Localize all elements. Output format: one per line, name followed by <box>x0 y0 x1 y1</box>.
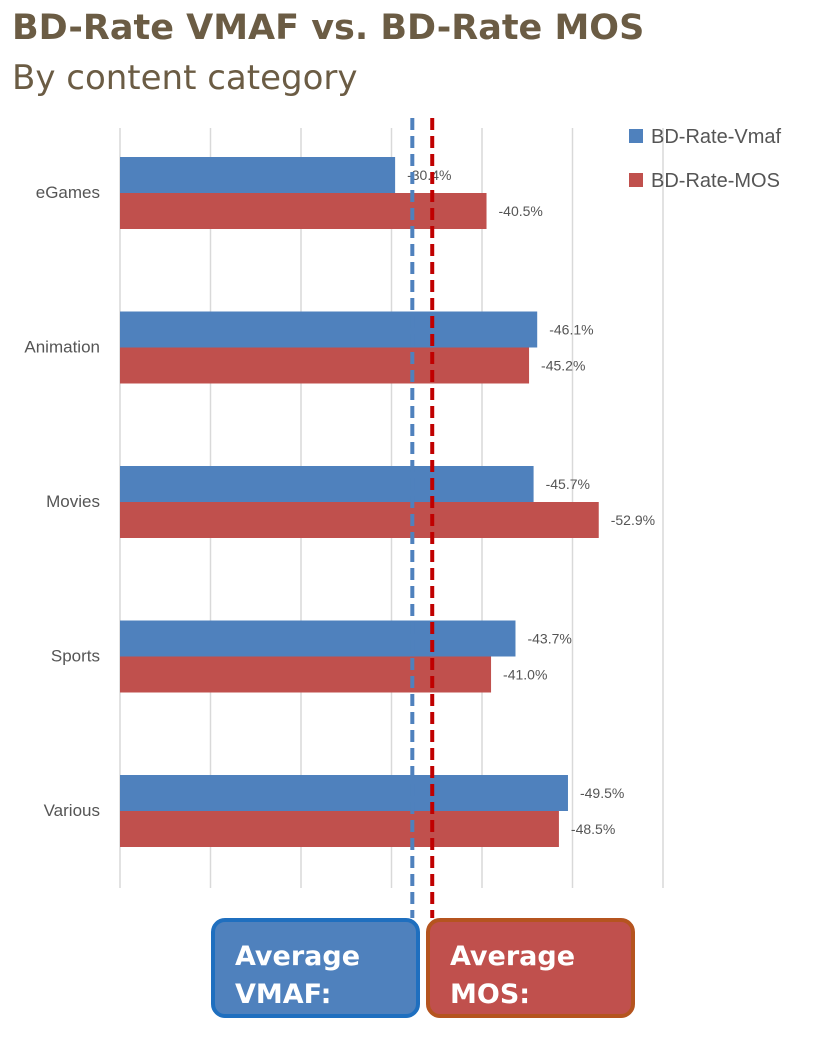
data-label: -43.7% <box>527 631 571 647</box>
bar-bd-rate-mos <box>120 502 599 538</box>
data-label: -46.1% <box>549 322 593 338</box>
bar-bd-rate-mos <box>120 347 530 384</box>
data-label: -41.0% <box>503 667 547 683</box>
category-label: eGames <box>36 183 100 202</box>
bar-bd-rate-vmaf <box>120 466 534 502</box>
bar-bd-rate-mos <box>120 811 559 847</box>
category-label: Sports <box>51 647 100 666</box>
bar-chart: eGames -30.4% -40.5% Animation -46.1% -45.2% M… <box>24 118 781 918</box>
average-mos-label: Average <box>450 941 576 972</box>
legend-label: BD-Rate-Vmaf <box>651 126 781 148</box>
average-vmaf-label: Average <box>235 941 361 972</box>
legend-label: BD-Rate-MOS <box>651 170 780 192</box>
average-vmaf-callout: Average VMAF: 42.3% <box>211 918 420 1048</box>
chart-subtitle: By content category <box>12 58 358 98</box>
bar-bd-rate-mos <box>120 193 487 229</box>
bar-bd-rate-vmaf <box>120 620 516 657</box>
category-label: Various <box>44 801 100 820</box>
data-label: -45.2% <box>541 358 585 374</box>
category-label: Animation <box>24 338 100 357</box>
bar-bd-rate-vmaf <box>120 157 396 193</box>
bar-bd-rate-vmaf <box>120 311 538 348</box>
bar-bd-rate-vmaf <box>120 775 568 811</box>
data-label: -49.5% <box>580 785 624 801</box>
data-label: -45.7% <box>546 476 590 492</box>
data-label: -40.5% <box>499 203 543 219</box>
data-label: -30.4% <box>407 167 451 183</box>
chart-title: BD-Rate VMAF vs. BD-Rate MOS <box>12 8 645 48</box>
category-label: Movies <box>46 492 100 511</box>
legend-swatch <box>629 129 643 143</box>
average-mos-callout: Average MOS: 44.8% <box>426 918 635 1048</box>
average-mos-value: MOS: 44.8% <box>450 979 544 1048</box>
bar-bd-rate-mos <box>120 656 492 693</box>
data-label: -52.9% <box>611 512 655 528</box>
average-vmaf-value: VMAF: 42.3% <box>235 979 332 1048</box>
legend-swatch <box>629 173 643 187</box>
data-label: -48.5% <box>571 821 615 837</box>
